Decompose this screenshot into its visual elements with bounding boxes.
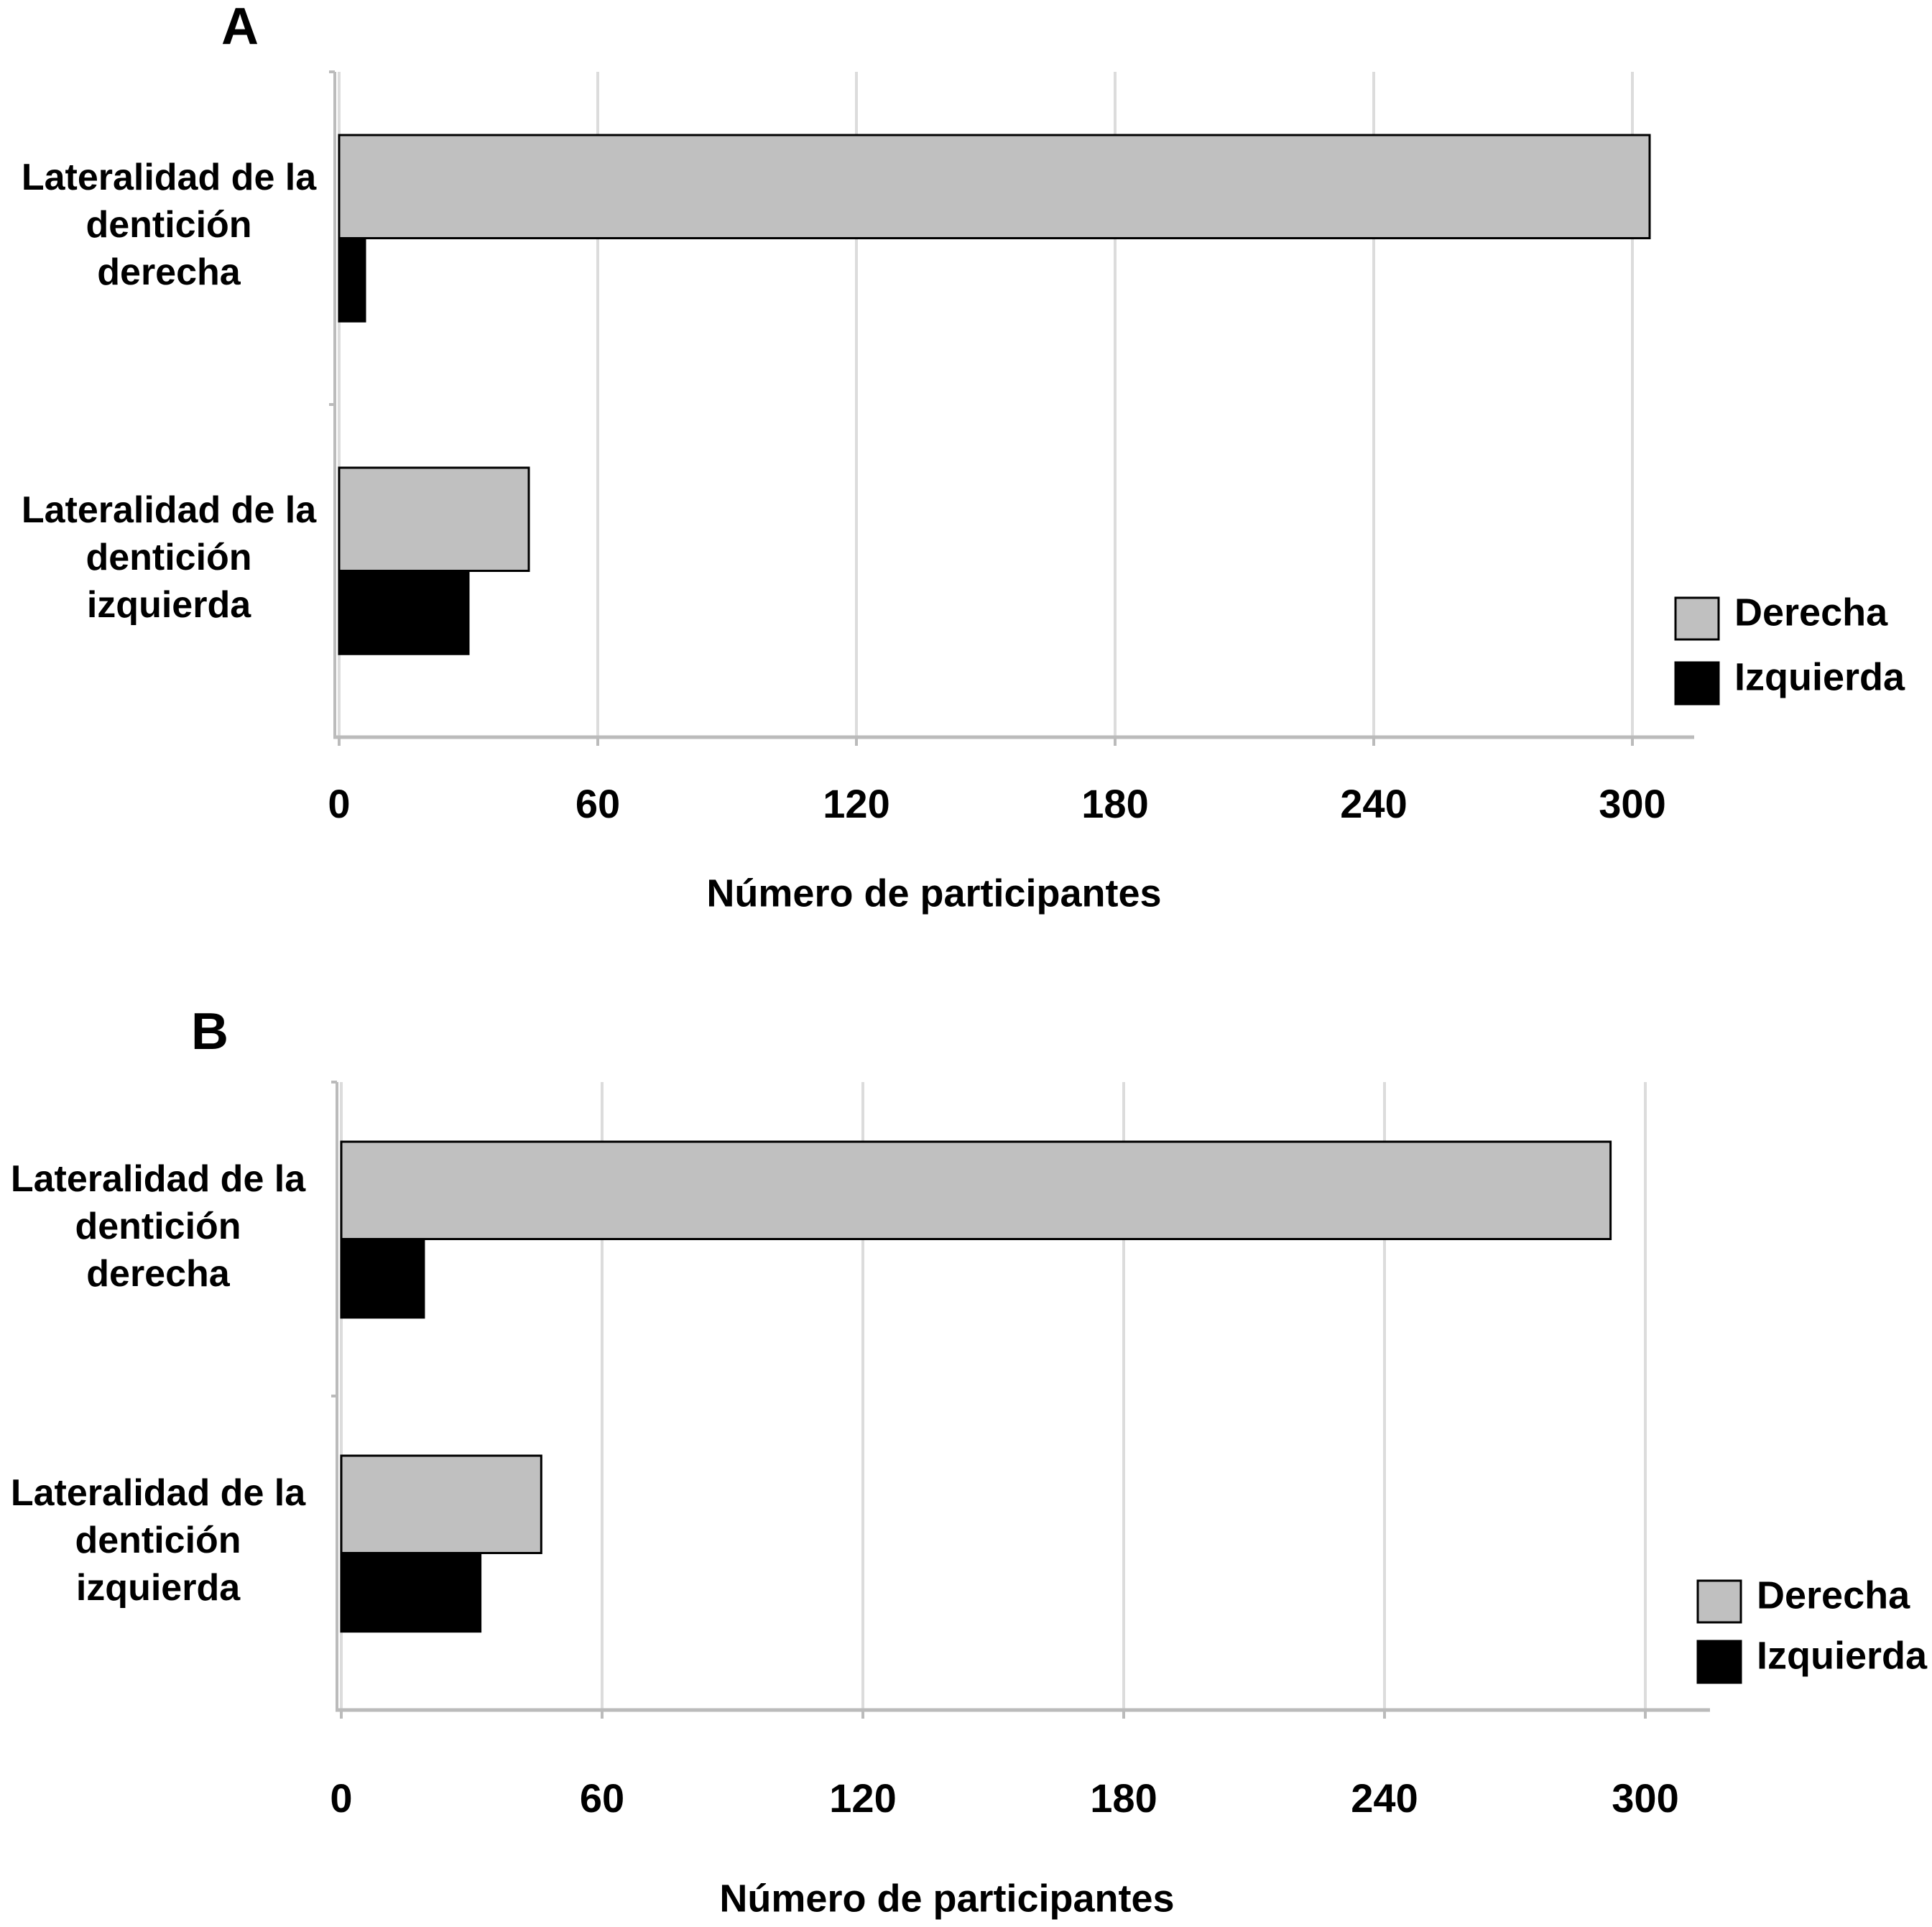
bar — [338, 134, 1651, 239]
x-tick-label: 240 — [1340, 781, 1407, 826]
x-tick-label: 300 — [1599, 781, 1665, 826]
panel-title: A — [221, 0, 259, 55]
legend-swatch — [1674, 596, 1720, 641]
category-label: Lateralidad de la dentición izquierda — [10, 1472, 306, 1609]
bar — [340, 1140, 1612, 1241]
x-tick-label: 300 — [1612, 1775, 1678, 1821]
x-tick-label: 0 — [328, 781, 350, 826]
x-tick-label: 240 — [1351, 1775, 1418, 1821]
panel-title: B — [191, 1003, 228, 1060]
x-tick-label: 120 — [829, 1775, 896, 1821]
category-label: Lateralidad de la dentición derecha — [10, 1158, 306, 1295]
x-tick-label: 180 — [1090, 1775, 1157, 1821]
x-tick-label: 120 — [823, 781, 889, 826]
category-label: Lateralidad de la dentición derecha — [21, 156, 317, 293]
legend-label: Izquierda — [1734, 655, 1905, 698]
bar — [340, 1552, 482, 1633]
x-axis-label: Número de participantes — [706, 872, 1161, 915]
x-tick-label: 60 — [580, 1775, 624, 1821]
bar — [338, 570, 470, 655]
bar — [338, 466, 530, 572]
x-axis-label: Número de participantes — [719, 1877, 1174, 1920]
legend-swatch — [1696, 1640, 1742, 1684]
x-tick-label: 180 — [1081, 781, 1148, 826]
legend-swatch — [1696, 1579, 1742, 1624]
category-label: Lateralidad de la dentición izquierda — [21, 489, 317, 626]
x-tick-label: 0 — [330, 1775, 352, 1821]
bar — [338, 237, 366, 323]
bar — [340, 1454, 542, 1555]
legend-label: Derecha — [1734, 591, 1888, 634]
legend-swatch — [1674, 661, 1720, 706]
x-tick-label: 60 — [576, 781, 620, 826]
bar — [340, 1238, 425, 1319]
legend-label: Derecha — [1757, 1574, 1910, 1617]
legend-label: Izquierda — [1757, 1634, 1928, 1677]
